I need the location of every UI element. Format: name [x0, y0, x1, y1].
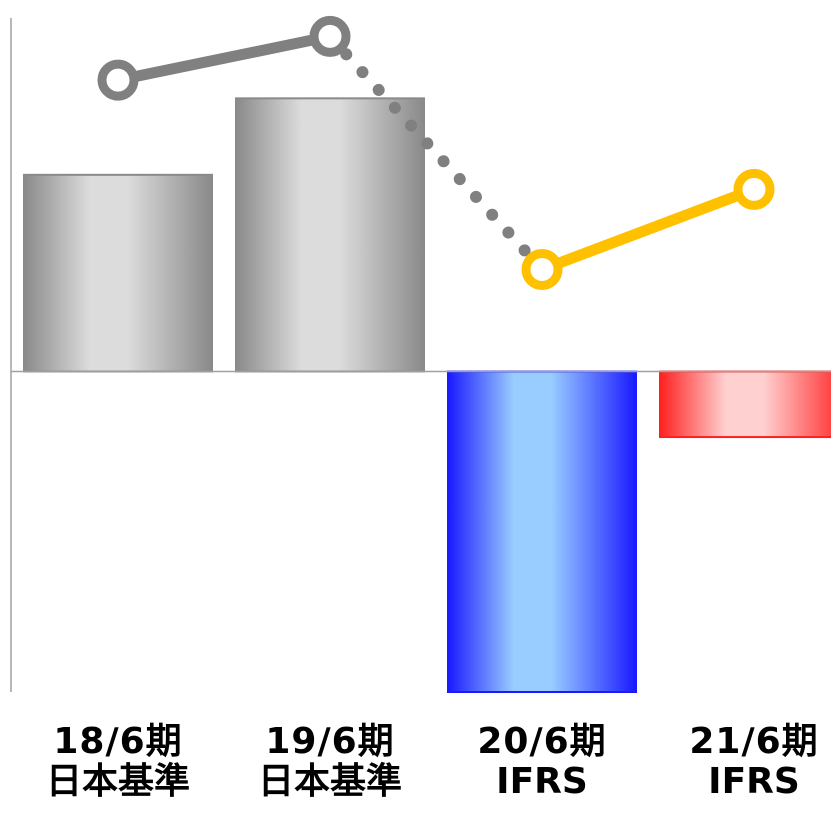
axis-layer — [10, 18, 831, 692]
line-point-3 — [733, 168, 775, 210]
category-label-0: 18/6期 日本基準 — [8, 721, 228, 803]
bar-3 — [659, 370, 831, 439]
category-label-line-0: 20/6期 — [477, 721, 607, 762]
line-segment-0 — [112, 30, 336, 86]
category-label-line-1: 日本基準 — [257, 761, 402, 803]
bar-1 — [235, 97, 425, 373]
category-label-3: 21/6期 IFRS — [644, 721, 831, 803]
category-label-line-1: IFRS — [496, 761, 588, 803]
line-segment-2 — [536, 183, 760, 276]
category-label-1: 19/6期 日本基準 — [220, 721, 440, 803]
bar-2 — [447, 370, 637, 693]
category-label-line-1: IFRS — [708, 761, 800, 803]
category-label-line-0: 18/6期 — [53, 721, 183, 762]
category-label-2: 20/6期 IFRS — [432, 721, 652, 803]
line-layer — [97, 15, 775, 291]
category-label-line-0: 21/6期 — [689, 721, 819, 762]
line-point-0 — [97, 59, 139, 101]
category-label-line-1: 日本基準 — [45, 761, 190, 803]
line-point-1 — [309, 15, 351, 57]
category-label-line-0: 19/6期 — [265, 721, 395, 762]
line-segment-1 — [324, 30, 548, 276]
line-point-2 — [521, 249, 563, 291]
bar-0 — [23, 173, 213, 373]
bars-layer — [23, 97, 831, 693]
